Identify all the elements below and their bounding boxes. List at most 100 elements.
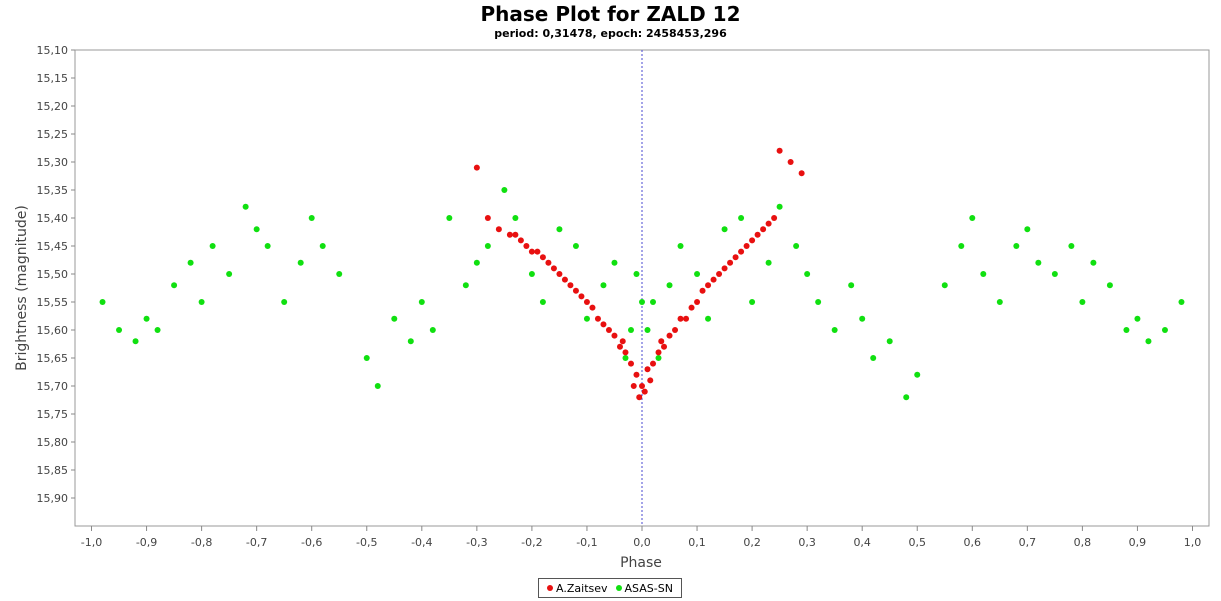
- point-asas-sn: [473, 259, 480, 266]
- point-asas-sn: [198, 299, 205, 305]
- y-tick-label: 15,30: [37, 156, 69, 169]
- x-tick-label: -0,4: [411, 536, 432, 549]
- point-asas-sn: [650, 299, 657, 305]
- point-a-zaitsev: [749, 237, 756, 244]
- y-tick-label: 15,55: [37, 296, 69, 309]
- point-asas-sn: [694, 271, 701, 277]
- point-asas-sn: [958, 243, 965, 249]
- point-asas-sn: [187, 259, 194, 266]
- point-asas-sn: [281, 299, 288, 305]
- point-a-zaitsev: [572, 287, 579, 294]
- point-asas-sn: [1145, 338, 1152, 345]
- x-tick-label: 0,8: [1074, 536, 1092, 549]
- y-tick-label: 15,20: [37, 100, 69, 113]
- x-tick-label: 0,2: [743, 536, 761, 549]
- point-a-zaitsev: [658, 338, 665, 345]
- y-axis-label: Brightness (magnitude): [14, 205, 30, 371]
- point-a-zaitsev: [776, 147, 783, 154]
- point-asas-sn: [429, 327, 436, 333]
- legend-item-asas-sn: ASAS-SN: [615, 581, 673, 595]
- chart-subtitle: period: 0,31478, epoch: 2458453,296: [494, 27, 727, 40]
- point-a-zaitsev: [539, 254, 546, 261]
- point-asas-sn: [1090, 259, 1097, 266]
- point-asas-sn: [1079, 299, 1086, 305]
- point-a-zaitsev: [611, 332, 618, 339]
- point-asas-sn: [484, 243, 491, 249]
- point-a-zaitsev: [650, 360, 657, 367]
- point-asas-sn: [721, 226, 728, 233]
- point-asas-sn: [644, 327, 651, 333]
- x-tick-label: -0,2: [521, 536, 542, 549]
- point-asas-sn: [116, 327, 123, 333]
- point-a-zaitsev: [594, 315, 601, 322]
- point-asas-sn: [154, 327, 161, 333]
- x-tick-label: -0,3: [466, 536, 487, 549]
- point-a-zaitsev: [561, 276, 568, 283]
- point-asas-sn: [319, 243, 326, 249]
- point-asas-sn: [407, 338, 414, 345]
- point-a-zaitsev: [754, 231, 761, 238]
- y-tick-label: 15,15: [37, 72, 69, 85]
- point-asas-sn: [903, 394, 910, 401]
- point-a-zaitsev: [589, 304, 596, 311]
- legend: A.Zaitsev ASAS-SN: [538, 578, 682, 598]
- point-asas-sn: [1013, 243, 1020, 249]
- point-a-zaitsev: [641, 388, 648, 395]
- point-a-zaitsev: [512, 231, 519, 238]
- point-a-zaitsev: [743, 243, 750, 249]
- x-tick-label: 0,1: [688, 536, 706, 549]
- point-a-zaitsev: [727, 259, 734, 266]
- x-tick-label: -0,6: [301, 536, 322, 549]
- y-tick-label: 15,10: [37, 44, 69, 57]
- point-asas-sn: [99, 299, 106, 305]
- point-asas-sn: [611, 259, 618, 266]
- point-asas-sn: [738, 215, 745, 221]
- x-tick-label: 1,0: [1184, 536, 1202, 549]
- point-asas-sn: [1051, 271, 1058, 277]
- data-points: [99, 147, 1185, 401]
- point-a-zaitsev: [633, 371, 640, 378]
- point-a-zaitsev: [545, 259, 552, 266]
- point-asas-sn: [583, 315, 590, 322]
- point-a-zaitsev: [473, 164, 480, 171]
- point-asas-sn: [980, 271, 987, 277]
- point-asas-sn: [539, 299, 546, 305]
- point-a-zaitsev: [765, 220, 772, 227]
- x-tick-label: 0,4: [853, 536, 871, 549]
- point-a-zaitsev: [710, 276, 717, 283]
- point-a-zaitsev: [605, 327, 612, 333]
- point-asas-sn: [462, 282, 469, 289]
- y-tick-label: 15,90: [37, 492, 69, 505]
- point-asas-sn: [666, 282, 673, 289]
- point-asas-sn: [804, 271, 811, 277]
- point-a-zaitsev: [688, 304, 695, 311]
- point-asas-sn: [622, 355, 629, 361]
- point-a-zaitsev: [647, 377, 654, 384]
- x-tick-label: -0,5: [356, 536, 377, 549]
- x-tick-label: -0,1: [576, 536, 597, 549]
- point-asas-sn: [171, 282, 178, 289]
- point-asas-sn: [639, 299, 645, 305]
- point-a-zaitsev: [672, 327, 679, 333]
- point-a-zaitsev: [528, 248, 535, 255]
- x-tick-label: -0,7: [246, 536, 267, 549]
- point-a-zaitsev: [556, 271, 563, 277]
- x-tick-label: 0,5: [908, 536, 926, 549]
- legend-label-asas-sn: ASAS-SN: [624, 581, 673, 595]
- point-asas-sn: [1178, 299, 1185, 305]
- point-a-zaitsev: [661, 343, 668, 350]
- point-a-zaitsev: [716, 271, 723, 277]
- point-a-zaitsev: [550, 265, 557, 272]
- point-a-zaitsev: [567, 282, 574, 289]
- point-a-zaitsev: [666, 332, 673, 339]
- point-a-zaitsev: [677, 315, 684, 322]
- point-asas-sn: [308, 215, 315, 221]
- point-asas-sn: [1106, 282, 1113, 289]
- point-a-zaitsev: [732, 254, 739, 261]
- point-a-zaitsev: [616, 343, 623, 350]
- point-a-zaitsev: [760, 226, 767, 233]
- point-asas-sn: [870, 355, 877, 361]
- point-asas-sn: [556, 226, 563, 233]
- point-asas-sn: [677, 243, 684, 249]
- point-asas-sn: [132, 338, 139, 345]
